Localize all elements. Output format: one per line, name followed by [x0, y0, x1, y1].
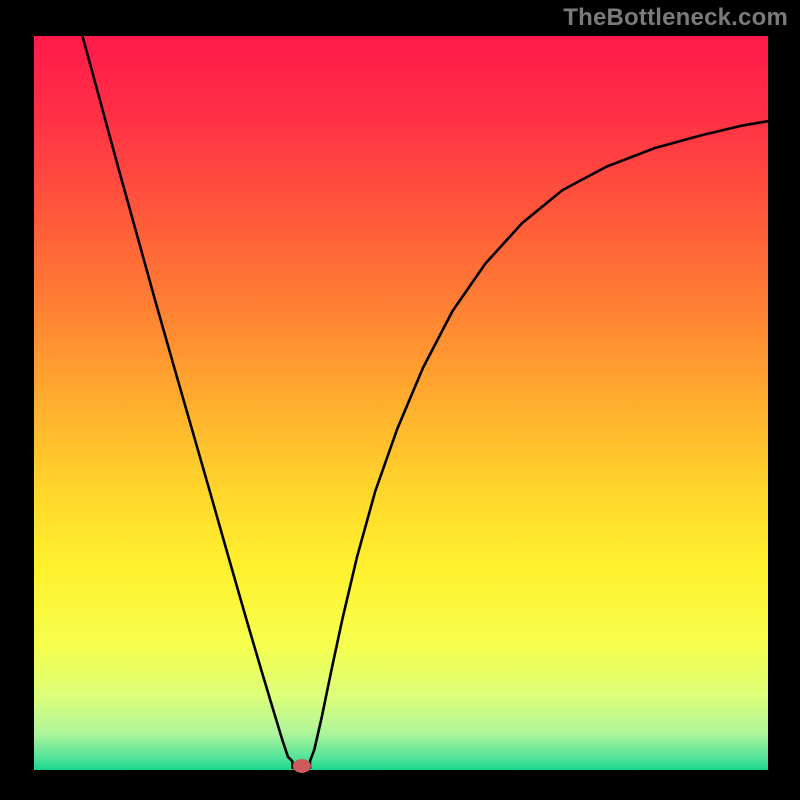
bottleneck-chart	[0, 0, 800, 800]
chart-frame: TheBottleneck.com	[0, 0, 800, 800]
watermark-text: TheBottleneck.com	[563, 4, 788, 32]
optimum-marker	[293, 759, 311, 773]
